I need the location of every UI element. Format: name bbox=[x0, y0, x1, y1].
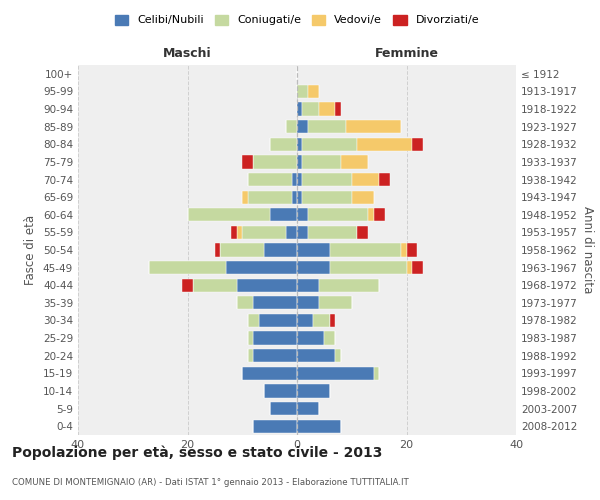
Bar bbox=[286, 120, 297, 134]
Text: Maschi: Maschi bbox=[163, 46, 212, 60]
Bar bbox=[302, 102, 319, 116]
Bar bbox=[248, 173, 292, 186]
Bar bbox=[253, 156, 297, 168]
Bar bbox=[297, 173, 302, 186]
Bar bbox=[248, 190, 292, 204]
Text: Popolazione per età, sesso e stato civile - 2013: Popolazione per età, sesso e stato civil… bbox=[12, 446, 382, 460]
Bar bbox=[237, 278, 297, 292]
Bar bbox=[237, 226, 242, 239]
Bar bbox=[412, 261, 423, 274]
Bar bbox=[264, 384, 297, 398]
Bar bbox=[335, 349, 341, 362]
Bar bbox=[237, 296, 253, 310]
Bar bbox=[297, 420, 341, 433]
Bar bbox=[357, 138, 412, 151]
Bar bbox=[187, 208, 269, 222]
Bar bbox=[308, 226, 357, 239]
Bar bbox=[308, 208, 368, 222]
Bar bbox=[248, 332, 253, 344]
Bar bbox=[302, 156, 341, 168]
Bar bbox=[297, 278, 319, 292]
Legend: Celibi/Nubili, Coniugati/e, Vedovi/e, Divorziati/e: Celibi/Nubili, Coniugati/e, Vedovi/e, Di… bbox=[112, 12, 482, 29]
Bar bbox=[352, 173, 379, 186]
Text: Femmine: Femmine bbox=[374, 46, 439, 60]
Bar bbox=[302, 190, 352, 204]
Bar bbox=[297, 261, 330, 274]
Bar bbox=[232, 226, 237, 239]
Bar bbox=[330, 244, 401, 256]
Bar bbox=[264, 244, 297, 256]
Bar bbox=[330, 261, 407, 274]
Bar bbox=[374, 366, 379, 380]
Bar bbox=[297, 366, 374, 380]
Bar bbox=[297, 314, 313, 327]
Bar bbox=[253, 332, 297, 344]
Y-axis label: Fasce di età: Fasce di età bbox=[25, 215, 37, 285]
Bar bbox=[374, 208, 385, 222]
Bar bbox=[269, 138, 297, 151]
Bar bbox=[319, 278, 379, 292]
Bar bbox=[319, 296, 352, 310]
Bar bbox=[193, 278, 237, 292]
Bar bbox=[401, 244, 407, 256]
Bar bbox=[242, 226, 286, 239]
Bar bbox=[297, 85, 308, 98]
Bar bbox=[286, 226, 297, 239]
Bar bbox=[297, 349, 335, 362]
Bar bbox=[269, 208, 297, 222]
Bar bbox=[297, 102, 302, 116]
Bar bbox=[325, 332, 335, 344]
Bar bbox=[269, 402, 297, 415]
Bar bbox=[259, 314, 297, 327]
Bar bbox=[215, 244, 220, 256]
Bar bbox=[297, 296, 319, 310]
Bar bbox=[242, 156, 253, 168]
Bar bbox=[357, 226, 368, 239]
Bar bbox=[149, 261, 226, 274]
Bar bbox=[308, 120, 346, 134]
Y-axis label: Anni di nascita: Anni di nascita bbox=[581, 206, 594, 294]
Bar bbox=[253, 349, 297, 362]
Bar bbox=[297, 402, 319, 415]
Bar bbox=[292, 190, 297, 204]
Bar bbox=[379, 173, 390, 186]
Bar bbox=[297, 190, 302, 204]
Text: COMUNE DI MONTEMIGNAIO (AR) - Dati ISTAT 1° gennaio 2013 - Elaborazione TUTTITAL: COMUNE DI MONTEMIGNAIO (AR) - Dati ISTAT… bbox=[12, 478, 409, 487]
Bar bbox=[335, 102, 341, 116]
Bar bbox=[407, 244, 418, 256]
Bar bbox=[302, 138, 357, 151]
Bar bbox=[352, 190, 374, 204]
Bar bbox=[319, 102, 335, 116]
Bar bbox=[253, 420, 297, 433]
Bar bbox=[297, 138, 302, 151]
Bar bbox=[297, 244, 330, 256]
Bar bbox=[297, 156, 302, 168]
Bar bbox=[248, 314, 259, 327]
Bar bbox=[412, 138, 423, 151]
Bar bbox=[297, 120, 308, 134]
Bar bbox=[302, 173, 352, 186]
Bar bbox=[297, 332, 325, 344]
Bar bbox=[242, 190, 248, 204]
Bar bbox=[297, 226, 308, 239]
Bar bbox=[308, 85, 319, 98]
Bar bbox=[330, 314, 335, 327]
Bar bbox=[226, 261, 297, 274]
Bar bbox=[346, 120, 401, 134]
Bar bbox=[220, 244, 264, 256]
Bar bbox=[341, 156, 368, 168]
Bar bbox=[407, 261, 412, 274]
Bar bbox=[297, 208, 308, 222]
Bar bbox=[292, 173, 297, 186]
Bar bbox=[297, 384, 330, 398]
Bar bbox=[242, 366, 297, 380]
Bar bbox=[182, 278, 193, 292]
Bar bbox=[313, 314, 330, 327]
Bar bbox=[248, 349, 253, 362]
Bar bbox=[253, 296, 297, 310]
Bar bbox=[368, 208, 374, 222]
